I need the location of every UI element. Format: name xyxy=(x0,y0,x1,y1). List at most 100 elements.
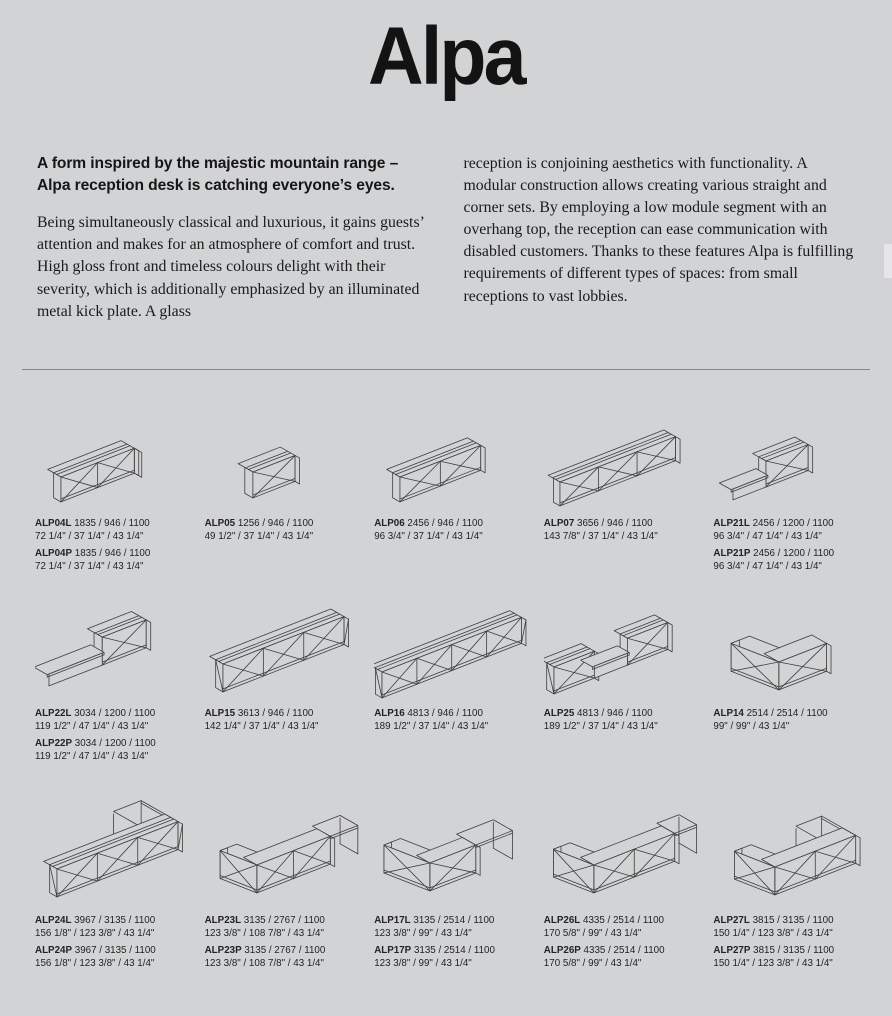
product-dimensions-inches-line: 156 1/8" / 123 3/8" / 43 1/4" xyxy=(35,957,155,969)
desk-line-drawing xyxy=(544,428,708,516)
product-cell: ALP24L 3967 / 3135 / 1100 156 1/8" / 123 … xyxy=(35,791,199,971)
section-divider xyxy=(22,368,870,370)
product-code: ALP26P xyxy=(543,944,581,956)
product-code: ALP14 xyxy=(713,708,744,720)
product-dimensions-mm-line: ALP21P 2456 / 1200 / 1100 xyxy=(713,547,835,559)
product-cell: ALP21L 2456 / 1200 / 1100 96 3/4" / 47 1/… xyxy=(713,428,877,574)
intro-body-right: reception is conjoining aesthetics with … xyxy=(463,154,854,305)
product-dimensions-inches-line: 119 1/2" / 47 1/4" / 43 1/4" xyxy=(35,751,149,763)
product-code: ALP24L xyxy=(35,915,72,927)
product-code: ALP21L xyxy=(713,517,750,529)
product-labels: ALP23L 3135 / 2767 / 1100 123 3/8" / 108 … xyxy=(205,915,369,971)
desk-line-drawing xyxy=(713,600,877,706)
product-dimensions-mm-line: ALP16 4813 / 946 / 1100 xyxy=(374,708,483,720)
product-label: ALP05 1256 / 946 / 1100 49 1/2" / 37 1/4"… xyxy=(205,518,369,544)
product-dimensions-mm-line: ALP05 1256 / 946 / 1100 xyxy=(204,517,314,529)
product-code: ALP06 xyxy=(374,517,405,529)
product-code: ALP07 xyxy=(543,517,575,529)
desk-line-drawing xyxy=(374,791,538,913)
product-dimensions-inches-line: 150 1/4" / 123 3/8" / 43 1/4" xyxy=(713,957,833,969)
product-label: ALP17L 3135 / 2514 / 1100 123 3/8" / 99" … xyxy=(374,915,538,941)
product-dimensions-mm-line: ALP07 3656 / 946 / 1100 xyxy=(543,517,653,529)
product-dimensions-inches-line: 142 1/4" / 37 1/4" / 43 1/4" xyxy=(204,721,319,733)
product-label: ALP23L 3135 / 2767 / 1100 123 3/8" / 108 … xyxy=(205,915,369,941)
product-dimensions-mm-line: ALP23L 3135 / 2767 / 1100 xyxy=(204,915,325,927)
product-labels: ALP16 4813 / 946 / 1100 189 1/2" / 37 1/4… xyxy=(374,708,538,734)
product-cell: ALP07 3656 / 946 / 1100 143 7/8" / 37 1/4… xyxy=(544,428,708,574)
product-dimensions-inches-line: 72 1/4" / 37 1/4" / 43 1/4" xyxy=(35,530,144,542)
product-cell: ALP26L 4335 / 2514 / 1100 170 5/8" / 99" … xyxy=(544,791,708,971)
intro-lead: A form inspired by the majestic mountain… xyxy=(37,154,399,195)
product-cell: ALP27L 3815 / 3135 / 1100 150 1/4" / 123 … xyxy=(713,791,877,971)
product-label: ALP26L 4335 / 2514 / 1100 170 5/8" / 99" … xyxy=(544,915,708,941)
product-cell: ALP14 2514 / 2514 / 1100 99" / 99" / 43 1… xyxy=(713,600,877,764)
product-cell: ALP04L 1835 / 946 / 1100 72 1/4" / 37 1/4… xyxy=(35,428,199,574)
product-dimensions-mm-line: ALP15 3613 / 946 / 1100 xyxy=(204,708,314,720)
product-dimensions-inches-line: 96 3/4" / 37 1/4" / 43 1/4" xyxy=(374,530,483,542)
product-label: ALP06 2456 / 946 / 1100 96 3/4" / 37 1/4"… xyxy=(374,518,538,544)
product-label: ALP22L 3034 / 1200 / 1100 119 1/2" / 47 1… xyxy=(35,708,199,734)
product-labels: ALP05 1256 / 946 / 1100 49 1/2" / 37 1/4"… xyxy=(205,518,369,544)
desk-line-drawing xyxy=(35,791,199,913)
product-dimensions-inches-line: 189 1/2" / 37 1/4" / 43 1/4" xyxy=(374,721,489,733)
product-cell: ALP06 2456 / 946 / 1100 96 3/4" / 37 1/4"… xyxy=(374,428,538,574)
right-edge-ui-fragment xyxy=(884,244,892,278)
product-dimensions-inches-line: 170 5/8" / 99" / 43 1/4" xyxy=(543,957,642,969)
product-code: ALP16 xyxy=(374,708,405,720)
product-dimensions-mm-line: ALP24P 3967 / 3135 / 1100 xyxy=(35,944,156,956)
product-dimensions-mm-line: ALP04P 1835 / 946 / 1100 xyxy=(35,547,151,559)
product-dimensions-mm-line: ALP22L 3034 / 1200 / 1100 xyxy=(35,708,156,720)
desk-line-drawing xyxy=(544,791,708,913)
product-dimensions-mm-line: ALP24L 3967 / 3135 / 1100 xyxy=(35,915,156,927)
product-dimensions-mm-line: ALP23P 3135 / 2767 / 1100 xyxy=(204,944,326,956)
product-dimensions-mm-line: ALP26P 4335 / 2514 / 1100 xyxy=(543,944,665,956)
product-label: ALP24P 3967 / 3135 / 1100 156 1/8" / 123 … xyxy=(35,945,199,971)
product-cell: ALP15 3613 / 946 / 1100 142 1/4" / 37 1/4… xyxy=(205,600,369,764)
product-label: ALP16 4813 / 946 / 1100 189 1/2" / 37 1/4… xyxy=(374,708,538,734)
intro-section: A form inspired by the majestic mountain… xyxy=(37,153,856,323)
product-dimensions-inches-line: 123 3/8" / 99" / 43 1/4" xyxy=(374,928,472,940)
product-label: ALP24L 3967 / 3135 / 1100 156 1/8" / 123 … xyxy=(35,915,199,941)
intro-left-column: A form inspired by the majestic mountain… xyxy=(37,153,430,323)
product-label: ALP25 4813 / 946 / 1100 189 1/2" / 37 1/4… xyxy=(544,708,708,734)
product-dimensions-mm-line: ALP22P 3034 / 1200 / 1100 xyxy=(35,738,156,750)
product-code: ALP23L xyxy=(204,915,242,927)
product-labels: ALP27L 3815 / 3135 / 1100 150 1/4" / 123 … xyxy=(713,915,877,971)
product-label: ALP23P 3135 / 2767 / 1100 123 3/8" / 108 … xyxy=(205,945,369,971)
product-code: ALP23P xyxy=(204,944,242,956)
product-catalog-grid: ALP04L 1835 / 946 / 1100 72 1/4" / 37 1/4… xyxy=(35,428,877,998)
product-cell: ALP23L 3135 / 2767 / 1100 123 3/8" / 108 … xyxy=(205,791,369,971)
product-cell: ALP22L 3034 / 1200 / 1100 119 1/2" / 47 1… xyxy=(35,600,199,764)
product-dimensions-inches-line: 189 1/2" / 37 1/4" / 43 1/4" xyxy=(543,721,658,733)
page-title: Alpa xyxy=(0,16,892,98)
product-labels: ALP25 4813 / 946 / 1100 189 1/2" / 37 1/4… xyxy=(544,708,708,734)
product-dimensions-mm-line: ALP17L 3135 / 2514 / 1100 xyxy=(374,915,495,927)
product-label: ALP04P 1835 / 946 / 1100 72 1/4" / 37 1/4… xyxy=(35,548,199,574)
product-dimensions-inches-line: 96 3/4" / 47 1/4" / 43 1/4" xyxy=(713,530,822,542)
product-code: ALP17L xyxy=(374,915,411,927)
product-dimensions-inches-line: 150 1/4" / 123 3/8" / 43 1/4" xyxy=(713,928,833,940)
product-dimensions-inches-line: 119 1/2" / 47 1/4" / 43 1/4" xyxy=(35,721,149,733)
product-code: ALP22L xyxy=(35,708,72,720)
desk-line-drawing xyxy=(205,428,369,516)
product-code: ALP26L xyxy=(543,915,581,927)
product-dimensions-mm-line: ALP26L 4335 / 2514 / 1100 xyxy=(543,915,664,927)
product-dimensions-inches-line: 123 3/8" / 99" / 43 1/4" xyxy=(374,957,472,969)
product-dimensions-mm-line: ALP21L 2456 / 1200 / 1100 xyxy=(713,517,834,529)
desk-line-drawing xyxy=(374,600,538,706)
product-label: ALP15 3613 / 946 / 1100 142 1/4" / 37 1/4… xyxy=(205,708,369,734)
product-label: ALP21P 2456 / 1200 / 1100 96 3/4" / 47 1/… xyxy=(713,548,877,574)
product-labels: ALP22L 3034 / 1200 / 1100 119 1/2" / 47 1… xyxy=(35,708,199,764)
product-cell: ALP25 4813 / 946 / 1100 189 1/2" / 37 1/4… xyxy=(543,600,708,764)
desk-line-drawing xyxy=(713,428,877,516)
product-dimensions-inches-line: 156 1/8" / 123 3/8" / 43 1/4" xyxy=(35,928,155,940)
product-label: ALP14 2514 / 2514 / 1100 99" / 99" / 43 1… xyxy=(713,708,877,734)
product-dimensions-inches-line: 99" / 99" / 43 1/4" xyxy=(713,721,790,733)
product-code: ALP24P xyxy=(35,944,73,956)
product-labels: ALP26L 4335 / 2514 / 1100 170 5/8" / 99" … xyxy=(544,915,708,971)
product-labels: ALP21L 2456 / 1200 / 1100 96 3/4" / 47 1/… xyxy=(713,518,877,574)
product-code: ALP25 xyxy=(543,708,575,720)
desk-line-drawing xyxy=(713,791,877,913)
intro-right-column: reception is conjoining aesthetics with … xyxy=(464,153,857,323)
page-title-text: Alpa xyxy=(368,11,527,102)
